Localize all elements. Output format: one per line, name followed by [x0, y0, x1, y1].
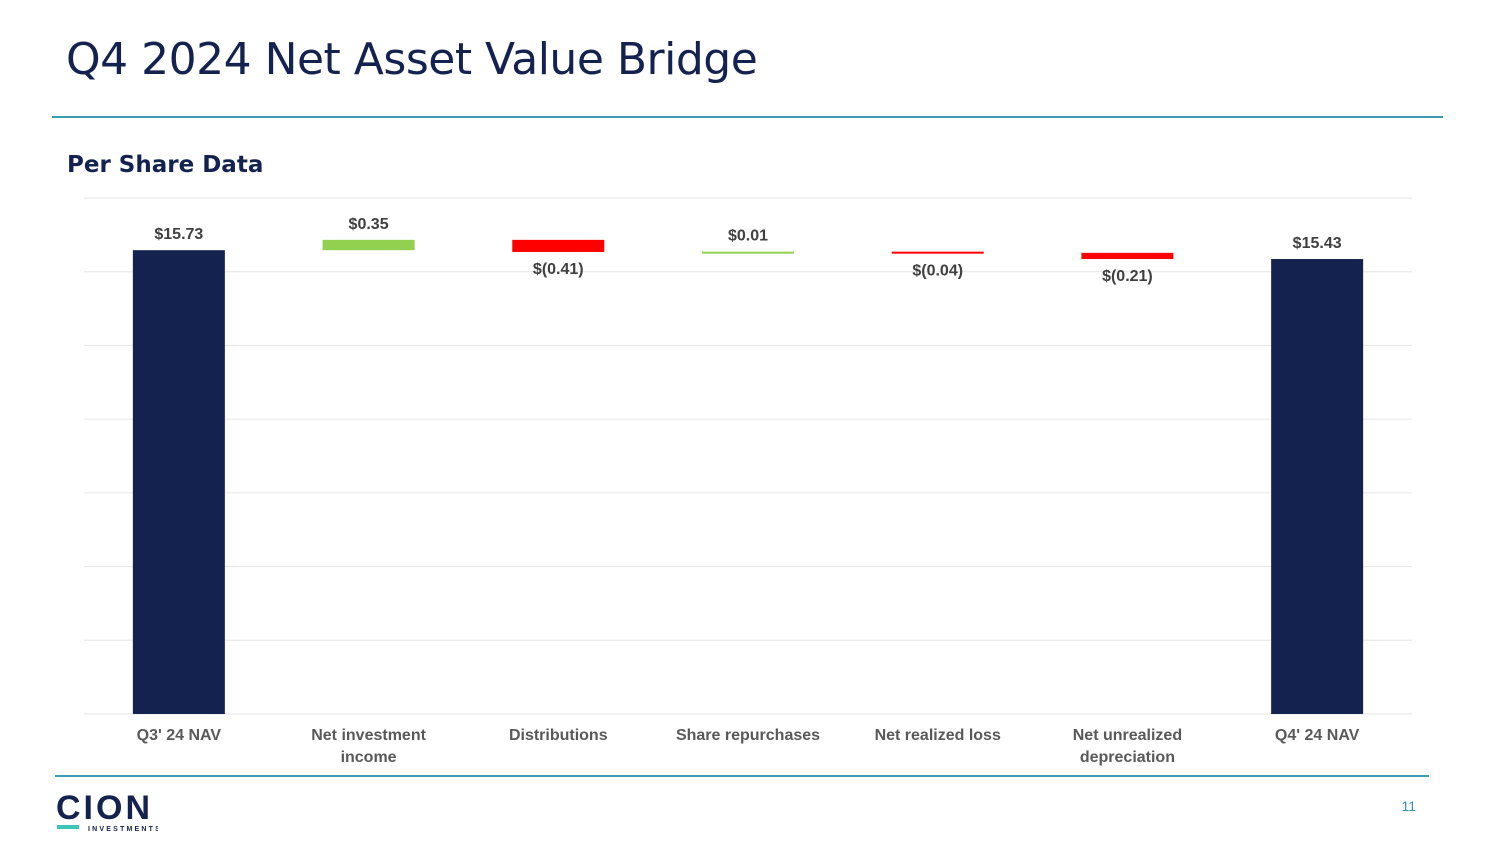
data-label: $15.43: [1293, 235, 1342, 252]
data-label: $(0.04): [912, 263, 963, 280]
title-divider: [52, 116, 1443, 118]
page-number: 11: [1401, 798, 1416, 814]
category-label: Distributions: [509, 727, 608, 744]
category-label: Q3' 24 NAV: [137, 727, 222, 744]
data-label: $(0.21): [1102, 268, 1153, 285]
logo-tagline: INVESTMENTS: [88, 826, 158, 833]
waterfall-bar: [1271, 259, 1364, 714]
cion-logo: CION INVESTMENTS: [56, 790, 158, 833]
waterfall-bar: [702, 251, 794, 254]
category-label: Net realized loss: [875, 727, 1001, 744]
logo-wordmark: CION: [56, 790, 153, 827]
category-label: Net investment income: [311, 727, 426, 766]
category-label: Q4' 24 NAV: [1275, 727, 1360, 744]
waterfall-bar: [891, 251, 984, 254]
waterfall-bar: [512, 239, 605, 252]
data-label: $0.01: [728, 228, 768, 245]
category-label: Net unrealized depreciation: [1073, 727, 1182, 766]
page-title: Q4 2024 Net Asset Value Bridge: [66, 34, 758, 85]
footer-divider: [55, 775, 1429, 777]
waterfall-bar: [1081, 252, 1174, 260]
waterfall-bar: [322, 239, 415, 251]
data-label: $(0.41): [533, 261, 584, 278]
category-label: Share repurchases: [676, 727, 820, 744]
waterfall-bar: [132, 250, 225, 715]
data-label: $15.73: [154, 226, 203, 243]
data-label: $0.35: [349, 216, 389, 233]
chart-subtitle: Per Share Data: [67, 152, 264, 178]
logo-accent-mark: [57, 825, 79, 829]
